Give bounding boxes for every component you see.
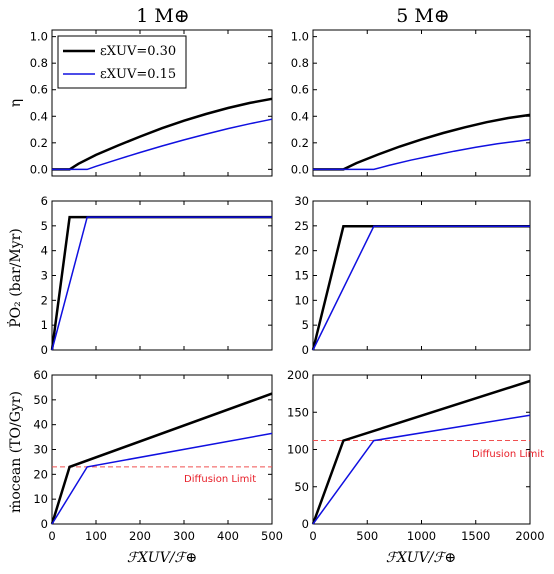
- y-tick-label: 0.0: [30, 162, 48, 176]
- y-tick-label: 100: [287, 443, 309, 457]
- y-tick-label: 200: [287, 368, 309, 382]
- series-line-blue: [312, 225, 530, 351]
- panels: 0.0 0.2 0.4 0.6 0.8 1.0 0.0 0.2 0.4 0.6 0.8 1.0 0 1 2 3…: [30, 29, 545, 543]
- y-tick-label: 3: [41, 269, 48, 283]
- ylabel-row1: η: [8, 99, 24, 107]
- column-title-2: 5 M⊕: [396, 5, 450, 27]
- series-line-black: [50, 215, 272, 351]
- x-tick-label: 200: [129, 529, 151, 543]
- y-tick-label: 2: [41, 293, 48, 307]
- y-tick-label: 6: [41, 194, 48, 208]
- y-tick-label: 20: [294, 244, 309, 258]
- y-tick-label: 0.2: [30, 136, 48, 150]
- column-title-1: 1 M⊕: [136, 5, 190, 27]
- y-tick-label: 0.8: [291, 56, 309, 70]
- ylabel-row3: ṁocean (TO/Gyr): [8, 391, 24, 513]
- y-tick-label: 5: [41, 219, 48, 233]
- ylabel-row2: ṖO₂ (bar/Myr): [6, 228, 24, 328]
- y-tick-label: 10: [294, 293, 309, 307]
- panel-row3-col1: 0 10 20 30 40 50 60 0 100 200 300 400 500: [33, 368, 283, 543]
- x-tick-label: 500: [261, 529, 283, 543]
- x-tick-label: 300: [173, 529, 195, 543]
- legend-box: [57, 35, 187, 89]
- x-tick-label: 1000: [407, 529, 436, 543]
- series-line-blue: [312, 414, 531, 525]
- y-tick-label: 30: [294, 194, 309, 208]
- panel-frame: [312, 200, 531, 351]
- y-tick-label: 0: [41, 343, 48, 357]
- panel-row1-col2: 0.0 0.2 0.4 0.6 0.8 1.0: [291, 29, 531, 177]
- y-tick-label: 40: [33, 418, 48, 432]
- panel-row2-col2: 0 5 10 15 20 25 30: [294, 194, 531, 357]
- diffusion-label-col1: Diffusion Limit: [184, 474, 256, 485]
- y-tick-label: 0.6: [30, 83, 48, 97]
- series-line-black: [52, 97, 273, 171]
- y-tick-label: 1.0: [30, 30, 48, 44]
- y-tick-label: 150: [287, 405, 309, 419]
- x-tick-label: 400: [217, 529, 239, 543]
- y-tick-label: 15: [294, 269, 309, 283]
- panel-row2-col1: 0 1 2 3 4 5 6: [41, 194, 273, 357]
- y-tick-label: 0.2: [291, 136, 309, 150]
- series-line-black: [311, 225, 530, 351]
- series-line-black: [313, 113, 531, 171]
- diffusion-label-col2: Diffusion Limit: [472, 449, 544, 460]
- panel-frame: [312, 29, 531, 177]
- xlabel-col2: ℱXUV/ℱ⊕: [386, 550, 456, 566]
- y-tick-label: 50: [33, 393, 48, 407]
- y-tick-label: 60: [33, 368, 48, 382]
- y-tick-label: 0.0: [291, 162, 309, 176]
- y-tick-label: 50: [294, 480, 309, 494]
- y-tick-label: 0: [41, 517, 48, 531]
- series-line-black: [50, 392, 273, 525]
- y-tick-label: 10: [33, 492, 48, 506]
- y-tick-label: 0.4: [291, 109, 309, 123]
- series-line-blue: [51, 216, 272, 351]
- y-tick-label: 1: [41, 318, 48, 332]
- legend-label-black: εXUV=0.30: [100, 44, 176, 59]
- y-tick-label: 0.4: [30, 109, 48, 123]
- x-tick-label: 100: [85, 529, 107, 543]
- x-tick-label: 0: [309, 529, 316, 543]
- y-tick-label: 0: [302, 517, 309, 531]
- y-tick-label: 0.6: [291, 83, 309, 97]
- y-tick-label: 25: [294, 219, 309, 233]
- series-line-blue: [51, 432, 273, 525]
- y-tick-label: 20: [33, 467, 48, 481]
- y-tick-label: 5: [302, 318, 309, 332]
- panel-frame: [51, 374, 273, 525]
- x-tick-label: 500: [356, 529, 378, 543]
- xlabel-col1: ℱXUV/ℱ⊕: [127, 550, 197, 566]
- x-tick-label: 2000: [515, 529, 544, 543]
- y-tick-label: 30: [33, 443, 48, 457]
- legend: εXUV=0.30 εXUV=0.15: [57, 35, 187, 89]
- series-line-blue: [313, 138, 531, 171]
- series-line-black: [311, 379, 531, 525]
- x-tick-label: 0: [48, 529, 55, 543]
- panel-row1-col1: 0.0 0.2 0.4 0.6 0.8 1.0: [30, 29, 273, 177]
- y-tick-label: 0: [302, 343, 309, 357]
- legend-label-blue: εXUV=0.15: [100, 67, 176, 82]
- y-tick-label: 0.8: [30, 56, 48, 70]
- y-tick-label: 1.0: [291, 30, 309, 44]
- series-line-blue: [52, 118, 273, 171]
- panel-frame: [51, 29, 273, 177]
- x-tick-label: 1500: [461, 529, 490, 543]
- y-tick-label: 4: [41, 244, 48, 258]
